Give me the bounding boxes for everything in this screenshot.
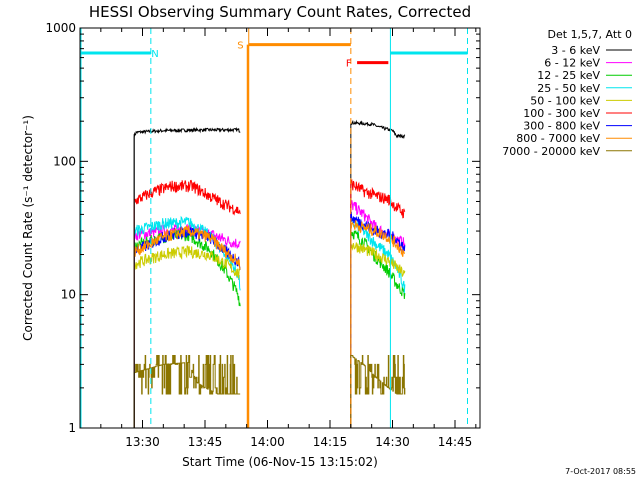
series-line-segment-2 [350,354,406,428]
series-50-100-kev [133,242,406,428]
flag-n-continued [389,28,468,428]
date-stamp: 7-Oct-2017 08:55 [565,467,636,476]
series-line-segment-1 [133,226,241,428]
series-12-25-kev [133,229,406,428]
flag-label: S [237,41,243,52]
flag-label: F [346,59,352,70]
legend-entry-label: 25 - 50 keV [537,82,600,95]
legend-header: Det 1,5,7, Att 0 [548,28,632,41]
series-line-segment-2 [350,218,406,428]
series-line-segment-2 [350,242,406,428]
series-line-segment-1 [133,354,241,428]
series-line-segment-2 [350,119,406,428]
legend-entry-label: 800 - 7000 keV [516,132,600,145]
series-line-segment-1 [133,223,241,428]
series-line-segment-2 [350,211,406,428]
series-line-segment-1 [133,229,241,428]
series-800-7000-kev [133,218,406,428]
x-tick-label: 13:30 [125,435,160,449]
series-3-6-kev [133,119,406,428]
legend-entry-label: 100 - 300 keV [523,107,600,120]
flag-n: N [80,28,159,428]
plot-frame [79,27,481,429]
series-line-segment-1 [133,179,241,428]
series-line-segment-1 [133,245,241,428]
y-tick-label: 10 [61,288,76,302]
legend-entry-label: 6 - 12 keV [544,57,600,70]
series-line-segment-2 [350,178,406,428]
chart-title: HESSI Observing Summary Count Rates, Cor… [89,3,471,21]
y-tick-label: 1000 [45,21,76,35]
legend-entry-label: 50 - 100 keV [530,94,600,107]
y-tick-label: 1 [68,421,76,435]
x-tick-label: 14:30 [375,435,410,449]
legend-entry-label: 3 - 6 keV [551,44,600,57]
series-line-segment-2 [350,230,406,428]
legend-entry-label: 12 - 25 keV [537,69,600,82]
y-axis: 1 10 100 1000 [45,21,480,435]
x-axis-label: Start Time (06-Nov-15 13:15:02) [182,455,378,469]
flag-f: F [346,59,389,70]
x-axis: 13:30 13:45 14:00 14:15 14:30 14:45 [79,28,477,449]
series-7000-20000-kev [133,354,406,428]
x-tick-label: 14:45 [438,435,473,449]
series-line-segment-1 [133,126,241,428]
x-tick-label: 14:00 [250,435,285,449]
plot-area: N S F [80,28,468,428]
flag-label: N [151,49,158,60]
y-axis-label: Corrected Count Rate (s⁻¹ detector⁻¹) [21,115,35,341]
series-100-300-kev [133,178,406,428]
x-tick-label: 14:15 [313,435,348,449]
legend-entry-label: 300 - 800 keV [523,120,600,133]
legend-entry-label: 7000 - 20000 keV [502,145,600,158]
series-line-segment-1 [133,225,241,428]
flag-s: S [237,28,352,428]
y-tick-label: 100 [53,154,76,168]
x-tick-label: 13:45 [188,435,223,449]
